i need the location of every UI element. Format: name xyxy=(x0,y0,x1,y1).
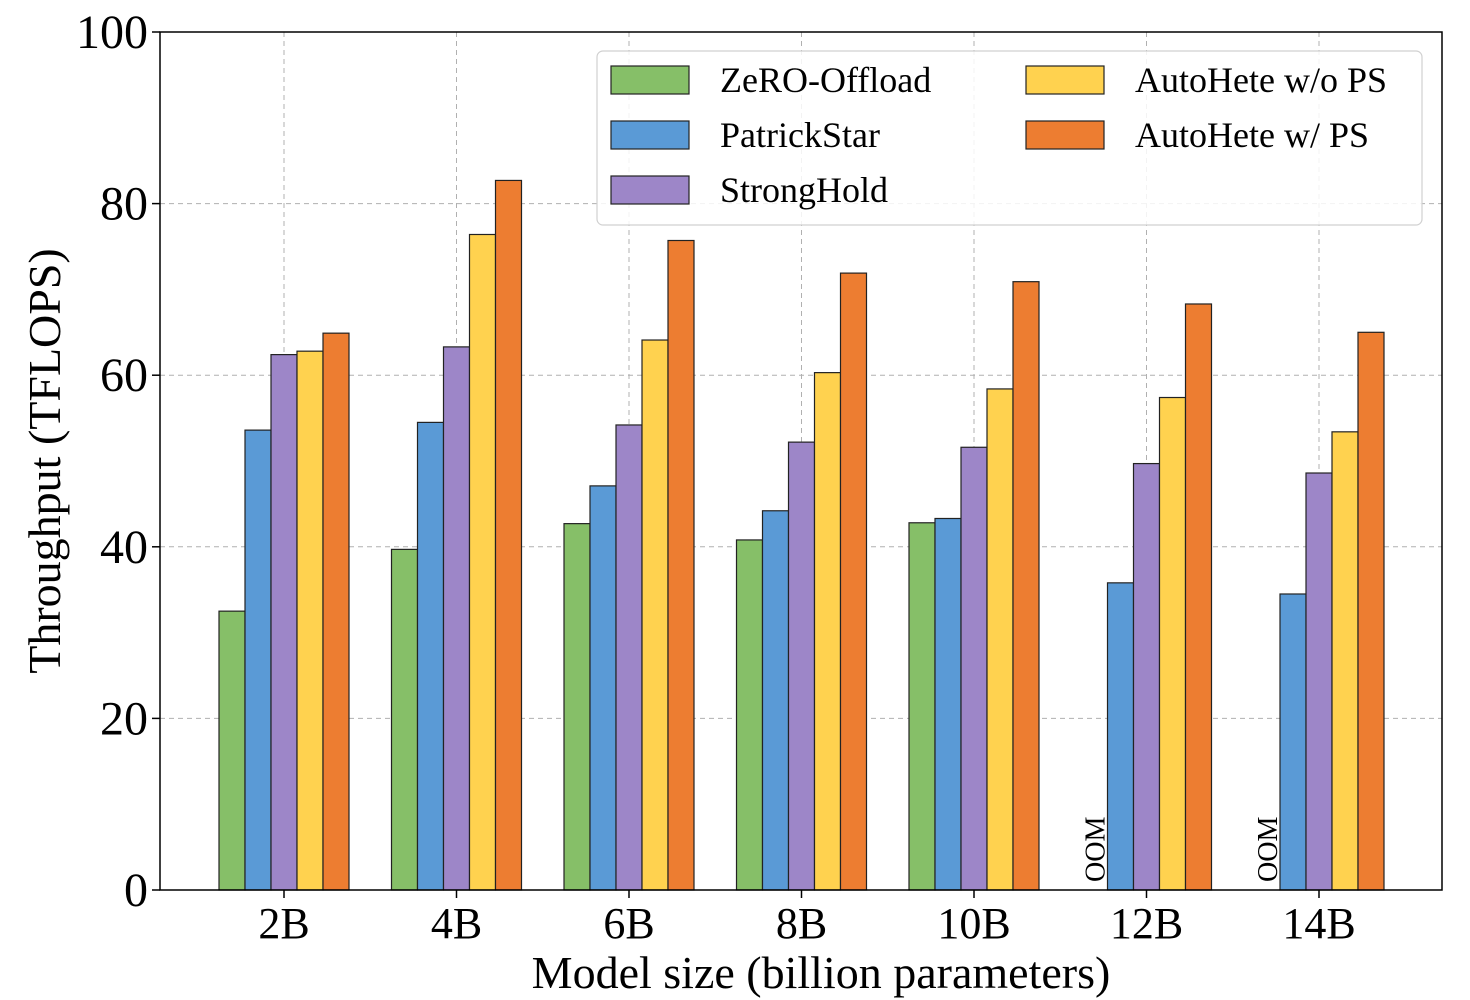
y-tick-label: 100 xyxy=(76,6,148,59)
bar-autohete-w-o-ps-14b xyxy=(1331,431,1359,891)
bar-autohete-w-o-ps-12b xyxy=(1158,396,1187,891)
x-tick-label: 12B xyxy=(1110,899,1183,948)
bar-zero-offload-2b xyxy=(218,610,246,891)
y-tick-label: 0 xyxy=(124,864,148,917)
legend-label: StrongHold xyxy=(720,170,888,210)
bar-stronghold-12b xyxy=(1132,462,1161,891)
y-tick-label: 20 xyxy=(100,692,148,745)
x-axis-ticks: 2B 4B 6B 8B 10B 12B 14B xyxy=(258,890,1356,948)
x-tick-label: 14B xyxy=(1282,899,1355,948)
legend-label: ZeRO-Offload xyxy=(720,60,931,100)
bar-stronghold-4b xyxy=(442,346,471,891)
legend-label: PatrickStar xyxy=(720,115,880,155)
y-tick-label: 40 xyxy=(100,521,148,574)
bar-stronghold-2b xyxy=(270,354,298,891)
legend-swatch xyxy=(610,175,690,205)
x-tick-label: 8B xyxy=(776,899,827,948)
bar-patrickstar-14b xyxy=(1279,593,1307,891)
legend-box xyxy=(596,50,1423,226)
legend-label: AutoHete w/ PS xyxy=(1135,115,1369,155)
x-tick-label: 6B xyxy=(603,899,654,948)
oom-annotation: OOM xyxy=(1253,817,1284,882)
bar-patrickstar-10b xyxy=(934,517,962,891)
legend: ZeRO-Offload PatrickStar StrongHold AutoHet… xyxy=(596,50,1423,226)
legend-swatch xyxy=(1025,120,1105,150)
bar-autohete-w-ps-10b xyxy=(1012,281,1040,891)
legend-label: AutoHete w/o PS xyxy=(1135,60,1387,100)
bar-zero-offload-4b xyxy=(390,548,419,891)
bar-stronghold-14b xyxy=(1305,472,1333,891)
bar-autohete-w-o-ps-10b xyxy=(986,388,1014,891)
y-axis-ticks: 0 20 40 60 80 100 xyxy=(76,6,160,917)
bar-autohete-w-ps-14b xyxy=(1357,331,1385,891)
bar-autohete-w-o-ps-2b xyxy=(296,350,324,891)
legend-swatch xyxy=(1025,65,1105,95)
x-tick-label: 4B xyxy=(431,899,482,948)
y-tick-label: 80 xyxy=(100,178,148,231)
bar-stronghold-6b xyxy=(615,424,643,891)
x-axis-label: Model size (billion parameters) xyxy=(532,947,1111,998)
bar-autohete-w-o-ps-6b xyxy=(641,339,669,891)
bar-patrickstar-12b xyxy=(1106,582,1135,891)
x-tick-label: 10B xyxy=(937,899,1010,948)
legend-swatch xyxy=(610,120,690,150)
bar-autohete-w-o-ps-8b xyxy=(813,372,842,891)
oom-annotation: OOM xyxy=(1081,817,1112,882)
annotations: OOM OOM xyxy=(1081,817,1285,882)
bar-autohete-w-ps-12b xyxy=(1184,303,1213,891)
bar-zero-offload-6b xyxy=(563,523,591,891)
bar-zero-offload-8b xyxy=(735,539,764,891)
bar-patrickstar-4b xyxy=(416,421,445,891)
legend-swatch xyxy=(610,65,690,95)
bar-patrickstar-2b xyxy=(244,429,272,891)
bar-autohete-w-o-ps-4b xyxy=(468,233,497,891)
bar-zero-offload-10b xyxy=(908,522,936,891)
bar-autohete-w-ps-2b xyxy=(322,332,350,891)
bar-autohete-w-ps-8b xyxy=(839,272,868,891)
bar-autohete-w-ps-4b xyxy=(494,179,523,891)
bar-patrickstar-6b xyxy=(589,485,617,891)
x-tick-label: 2B xyxy=(258,899,309,948)
bar-autohete-w-ps-6b xyxy=(667,239,695,891)
bar-stronghold-10b xyxy=(960,446,988,891)
bar-stronghold-8b xyxy=(787,441,816,891)
y-axis-label: Throughput (TFLOPS) xyxy=(19,248,70,674)
y-tick-label: 60 xyxy=(100,349,148,402)
bar-patrickstar-8b xyxy=(761,510,790,891)
